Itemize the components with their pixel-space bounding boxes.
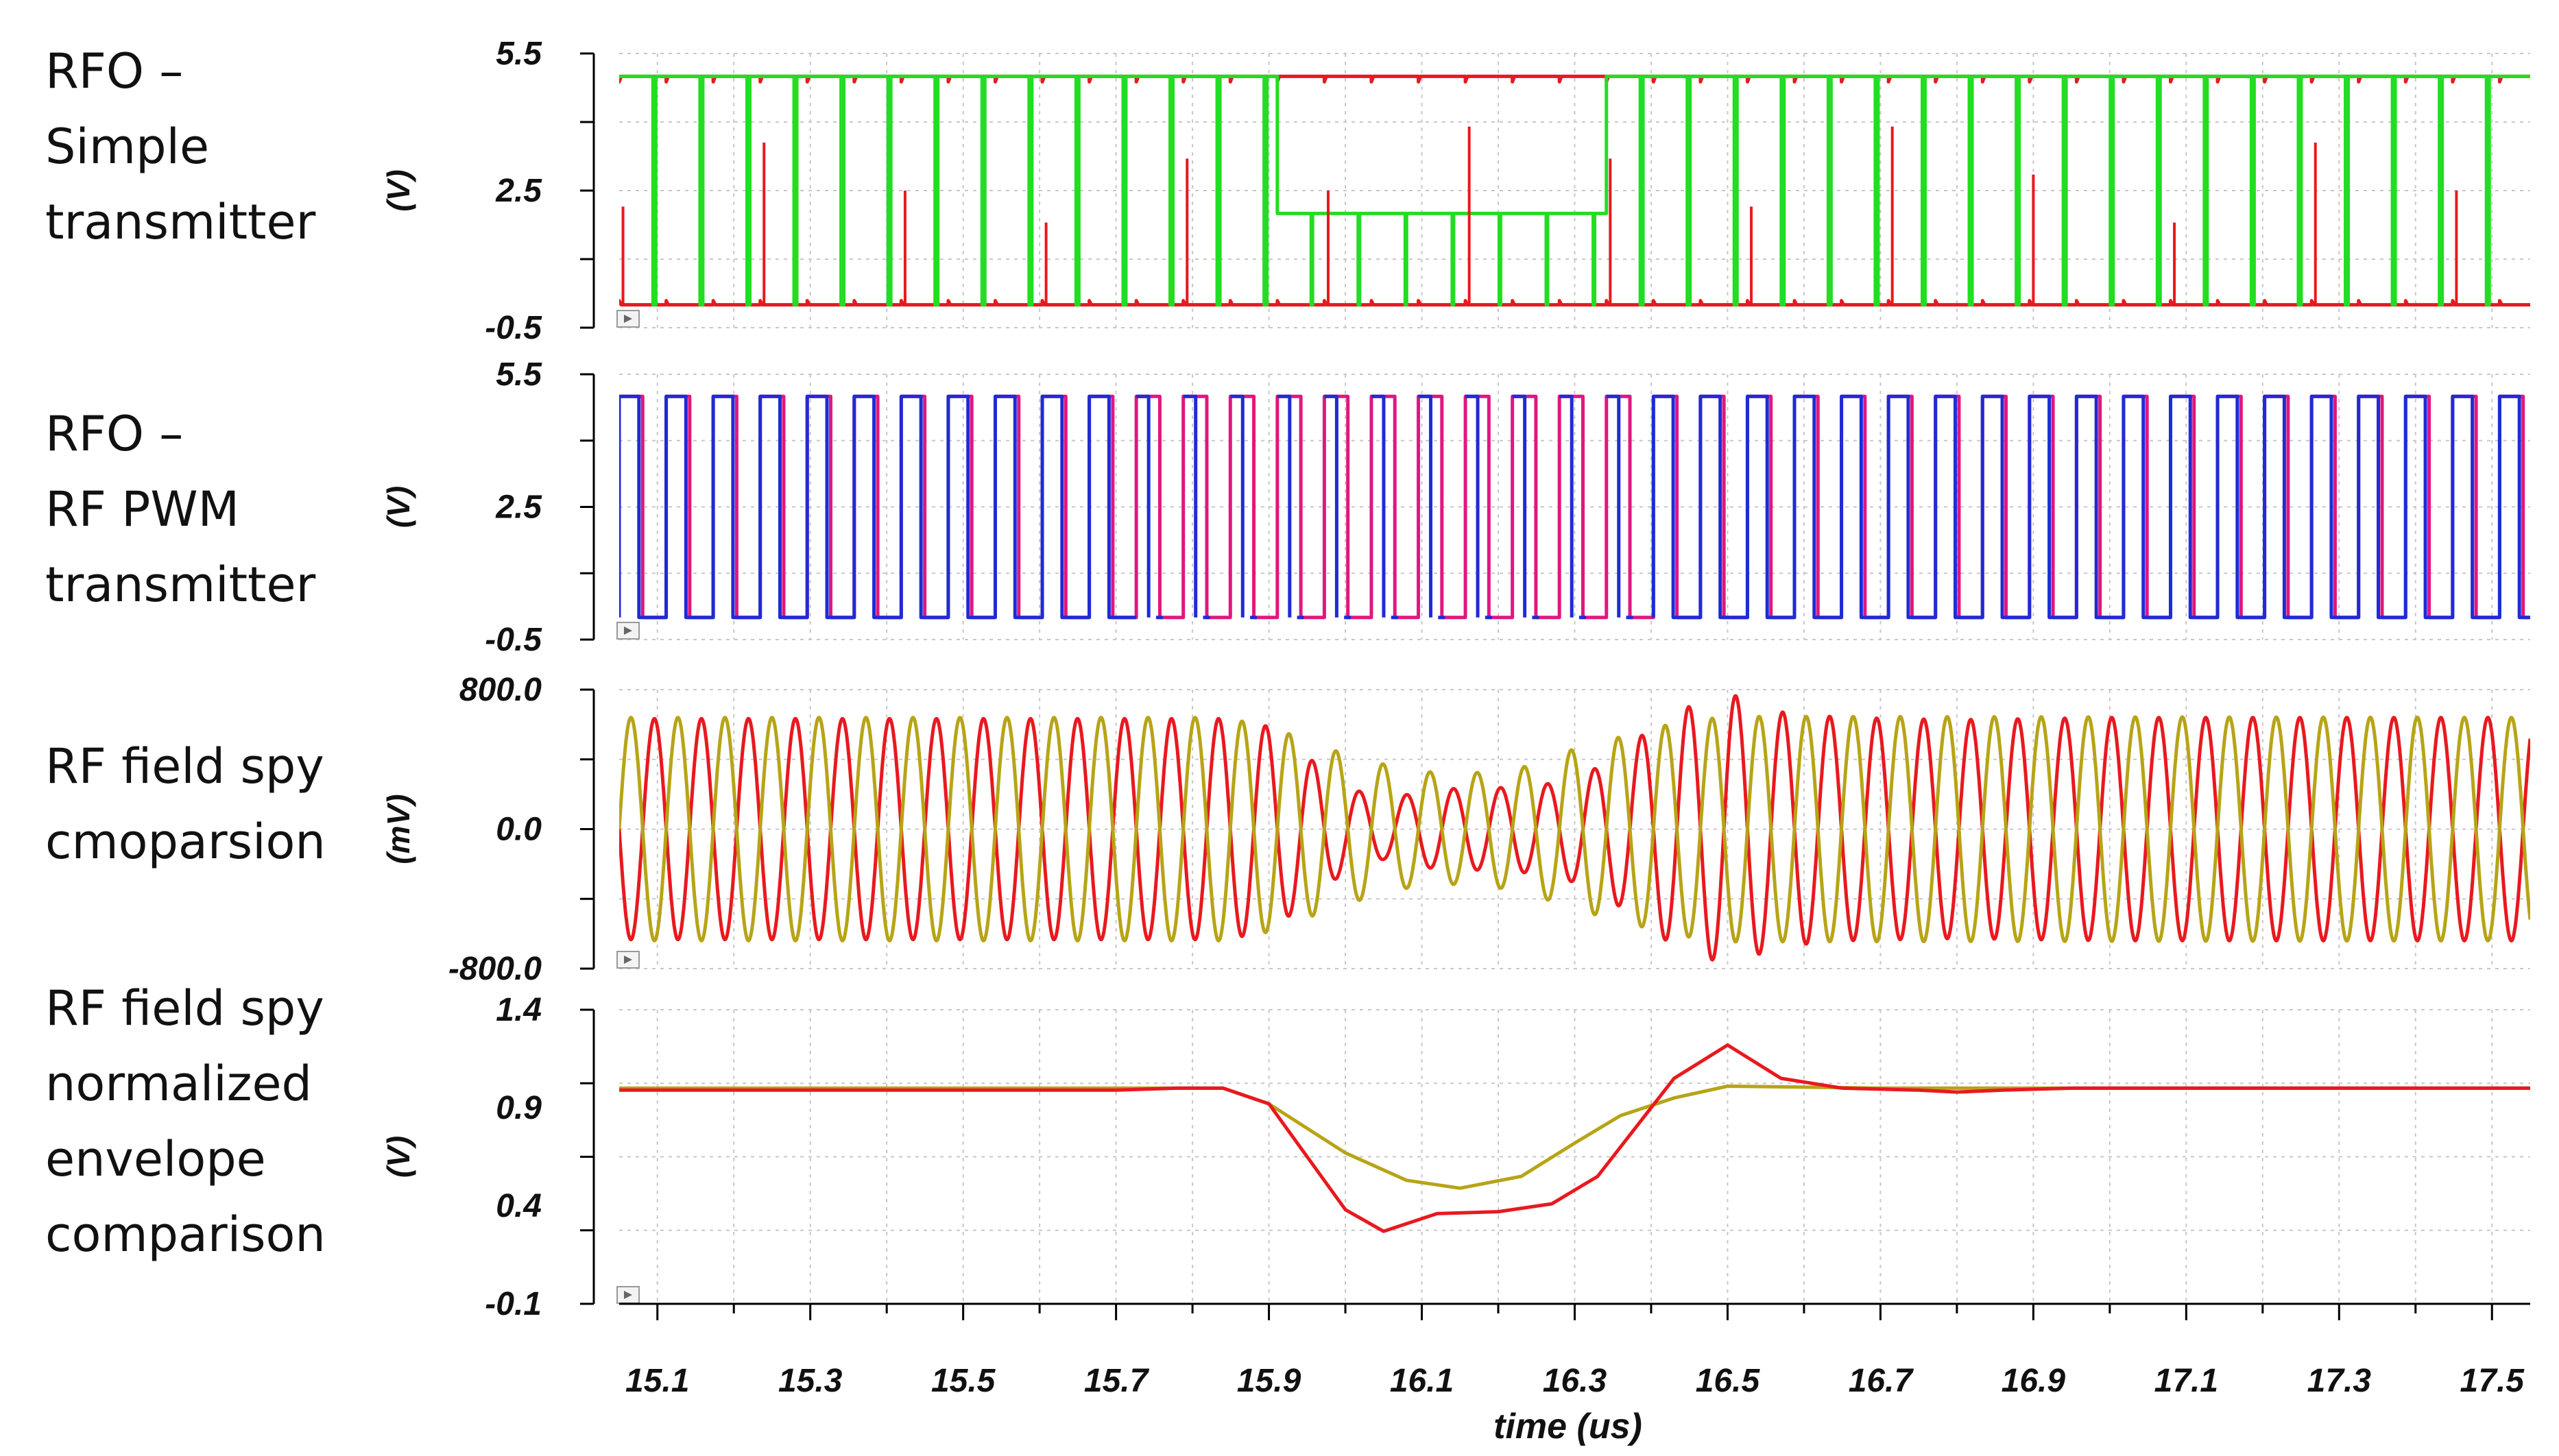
x-tick-label: 17.1 — [2154, 1363, 2218, 1399]
panel-title-line: normalized — [45, 1056, 312, 1112]
trace-envelope-1 — [619, 1043, 2530, 1233]
traces — [619, 394, 2530, 620]
y-tick-label: -0.5 — [485, 310, 542, 346]
trace-red-low — [619, 299, 2530, 307]
panel-title-line: RF field spy — [45, 738, 324, 794]
x-tick-label: 16.7 — [1849, 1363, 1914, 1399]
y-tick-label: 2.5 — [495, 173, 542, 209]
x-tick-label: 15.3 — [778, 1363, 843, 1399]
panel-title-line: RF PWM — [45, 481, 239, 537]
play-triangle-icon — [624, 627, 632, 635]
panel-title-line: RFO – — [45, 43, 183, 99]
play-triangle-icon — [624, 956, 632, 964]
y-tick-label: 1.4 — [496, 992, 542, 1028]
y-unit-label: (V) — [381, 169, 416, 211]
panel-4: RF field spy normalized envelope comparison… — [45, 980, 2530, 1322]
traces — [619, 1043, 2530, 1233]
trace-blue-pwm — [619, 394, 2530, 620]
y-tick-label: -0.5 — [485, 622, 542, 658]
panel-title-line: cmoparsion — [45, 814, 326, 870]
x-tick-label: 16.5 — [1696, 1363, 1761, 1399]
y-tick-label: 0.4 — [496, 1188, 542, 1224]
panel-title-line: comparison — [45, 1206, 326, 1263]
play-triangle-icon — [624, 1291, 632, 1299]
y-tick-label: -0.1 — [485, 1286, 542, 1322]
x-tick-label: 17.5 — [2460, 1363, 2525, 1399]
panel-title-line: RF field spy — [45, 980, 324, 1036]
trace-sine-1 — [619, 694, 2530, 962]
x-axis: 15.1 15.3 15.5 15.7 15.9 16.1 16.3 16.5 16.7 16.9… — [619, 1302, 2530, 1446]
panel-title-line: transmitter — [45, 557, 316, 613]
panel-title-line: envelope — [45, 1131, 266, 1187]
y-tick-label: 0.0 — [496, 812, 542, 848]
y-tick-label: -800.0 — [448, 951, 542, 987]
panel-title-line: transmitter — [45, 194, 316, 250]
marker-box-icon — [616, 622, 640, 640]
trace-sine-2 — [619, 714, 2530, 944]
x-tick-label: 15.5 — [931, 1363, 996, 1399]
traces — [619, 694, 2530, 962]
play-triangle-icon — [624, 315, 632, 323]
trace-green-square — [619, 74, 2530, 307]
x-tick-label: 15.9 — [1237, 1363, 1301, 1399]
y-tick-label: 2.5 — [495, 489, 542, 526]
x-tick-label: 15.7 — [1084, 1363, 1150, 1399]
y-unit-label: (mV) — [381, 794, 416, 864]
y-unit-label: (V) — [381, 1136, 416, 1178]
y-unit-label: (V) — [381, 486, 416, 528]
panel-3: RF field spy cmoparsion 800.0 0.0 -800.0 (mV) — [45, 672, 2530, 987]
panel-2: RFO – RF PWM transmitter 5.5 2.5 -0.5 (V) — [45, 356, 2530, 658]
traces — [619, 74, 2530, 307]
panel-title-line: RFO – — [45, 406, 183, 462]
y-tick-label: 5.5 — [496, 356, 542, 393]
x-axis-title: time (us) — [1493, 1407, 1642, 1446]
y-tick-label: 0.9 — [496, 1090, 542, 1126]
x-tick-label: 17.3 — [2307, 1363, 2372, 1399]
x-tick-label: 16.9 — [2002, 1363, 2066, 1399]
x-tick-label: 16.1 — [1390, 1363, 1454, 1399]
x-tick-label: 15.1 — [625, 1363, 689, 1399]
y-tick-label: 5.5 — [496, 36, 542, 72]
y-tick-label: 800.0 — [459, 672, 542, 708]
panel-title-line: Simple — [45, 119, 209, 175]
panel-1: RFO – Simple transmitter 5.5 2.5 -0.5 (V) — [45, 36, 2530, 346]
x-tick-label: 16.3 — [1543, 1363, 1607, 1399]
